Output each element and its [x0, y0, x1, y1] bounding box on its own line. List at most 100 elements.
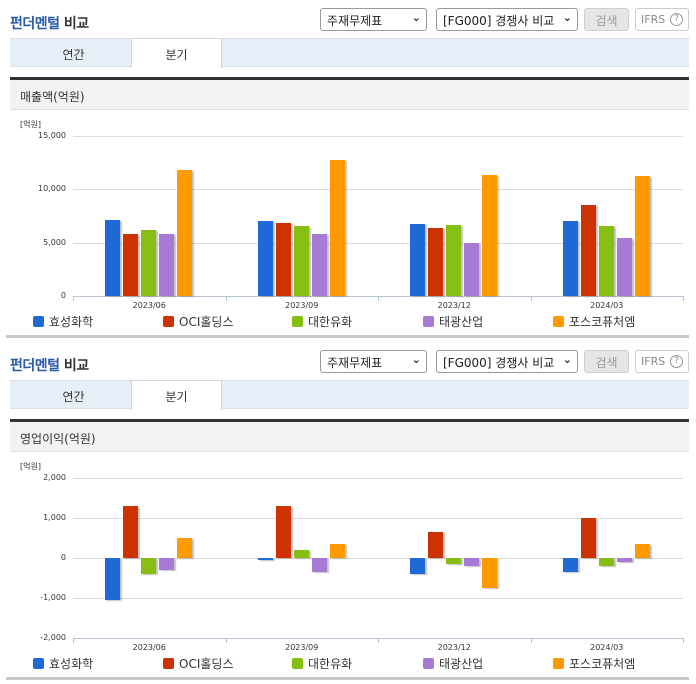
- legend-item-taekwang[interactable]: 태광산업: [423, 313, 483, 330]
- group-select[interactable]: [FG000] 경쟁사 비교 ⌄: [436, 8, 578, 31]
- bar-taekwang: [159, 558, 175, 570]
- bar-oci: [580, 518, 596, 558]
- bar-daehan: [598, 225, 614, 296]
- bar-hyosung: [105, 220, 121, 296]
- bar-hyosung: [562, 558, 578, 572]
- legend-label: 포스코퓨처엠: [569, 315, 636, 329]
- group-select[interactable]: [FG000] 경쟁사 비교 ⌄: [436, 350, 578, 373]
- divider: [10, 77, 689, 80]
- y-tick-label: 5,000: [43, 237, 66, 247]
- bar-taekwang: [616, 558, 632, 562]
- fundamental-panel-operating-profit: 펀더멘털 비교 주재무제표 ⌄ [FG000] 경쟁사 비교 ⌄ 검색 IFRS? …: [0, 342, 696, 684]
- tab-quarterly[interactable]: 분기: [131, 38, 222, 68]
- fundamental-panel-revenue: 펀더멘털 비교 주재무제표 ⌄ [FG000] 경쟁사 비교 ⌄ 검색 IFRS? …: [0, 0, 696, 340]
- bar-taekwang: [616, 237, 632, 296]
- x-tick-label: 2023/06: [132, 643, 166, 652]
- chart-legend: 효성화학 OCI홀딩스 대한유화 태광산업 포스코퓨처엠: [0, 655, 696, 671]
- tab-annual[interactable]: 연간: [62, 48, 85, 62]
- legend-item-posco[interactable]: 포스코퓨처엠: [553, 313, 635, 330]
- bar-daehan: [446, 558, 462, 564]
- panel-title: 펀더멘털 비교: [10, 16, 89, 32]
- legend-label: 효성화학: [49, 315, 94, 329]
- bar-posco: [177, 170, 193, 296]
- y-tick-label: 0: [60, 291, 66, 300]
- legend-item-daehan[interactable]: 대한유화: [292, 313, 352, 330]
- legend-item-posco[interactable]: 포스코퓨처엠: [553, 655, 635, 672]
- chevron-down-icon: ⌄: [411, 353, 421, 366]
- legend-label: 대한유화: [308, 315, 353, 329]
- legend-swatch-icon: [292, 316, 303, 327]
- legend-item-oci[interactable]: OCI홀딩스: [163, 655, 233, 672]
- bar-taekwang: [311, 558, 327, 572]
- bar-oci: [428, 532, 444, 558]
- legend-item-daehan[interactable]: 대한유화: [292, 655, 352, 672]
- chart-legend: 효성화학 OCI홀딩스 대한유화 태광산업 포스코퓨처엠: [0, 313, 696, 329]
- legend-swatch-icon: [553, 316, 564, 327]
- x-tick: [530, 638, 532, 643]
- legend-swatch-icon: [292, 658, 303, 669]
- bar-posco: [329, 544, 345, 558]
- bar-posco: [329, 160, 345, 296]
- legend-item-hyosung[interactable]: 효성화학: [33, 313, 93, 330]
- ifrs-button[interactable]: IFRS?: [635, 350, 689, 373]
- y-tick-label: 0: [60, 553, 66, 562]
- legend-swatch-icon: [423, 658, 434, 669]
- y-tick-label: -1,000: [40, 593, 66, 602]
- bar-taekwang: [464, 242, 480, 296]
- period-tabs: 연간 분기: [10, 38, 689, 68]
- x-tick-label: 2024/03: [590, 301, 624, 310]
- bar-oci: [123, 234, 139, 296]
- x-tick-label: 2023/09: [285, 643, 319, 652]
- bar-taekwang: [159, 234, 175, 296]
- section-separator: [6, 677, 689, 680]
- legend-swatch-icon: [33, 658, 44, 669]
- bar-oci: [580, 204, 596, 296]
- bar-hyosung: [105, 558, 121, 600]
- search-button[interactable]: 검색: [584, 350, 629, 373]
- ifrs-button[interactable]: IFRS?: [635, 8, 689, 31]
- bar-oci: [123, 506, 139, 558]
- legend-swatch-icon: [33, 316, 44, 327]
- statement-select[interactable]: 주재무제표 ⌄: [320, 350, 427, 373]
- legend-item-hyosung[interactable]: 효성화학: [33, 655, 93, 672]
- bar-hyosung: [257, 221, 273, 296]
- bar-hyosung: [410, 224, 426, 296]
- search-button[interactable]: 검색: [584, 8, 629, 31]
- metric-label: 매출액(억원): [10, 80, 689, 110]
- legend-item-taekwang[interactable]: 태광산업: [423, 655, 483, 672]
- y-axis-unit: [억원]: [20, 120, 41, 129]
- x-tick: [225, 296, 227, 301]
- help-icon[interactable]: ?: [670, 13, 683, 26]
- legend-label: OCI홀딩스: [179, 657, 234, 671]
- bar-hyosung: [562, 220, 578, 296]
- tab-quarterly[interactable]: 분기: [131, 380, 222, 410]
- x-tick-label: 2023/12: [437, 643, 471, 652]
- bar-posco: [482, 558, 498, 588]
- legend-item-oci[interactable]: OCI홀딩스: [163, 313, 233, 330]
- x-tick: [683, 638, 684, 643]
- x-tick-label: 2023/06: [132, 301, 166, 310]
- bar-posco: [634, 176, 650, 296]
- bar-daehan: [141, 229, 157, 296]
- y-tick-label: 1,000: [43, 513, 66, 522]
- panel-header: 펀더멘털 비교 주재무제표 ⌄ [FG000] 경쟁사 비교 ⌄ 검색 IFRS?: [0, 0, 696, 38]
- bar-hyosung: [410, 558, 426, 574]
- x-tick: [225, 638, 227, 643]
- bar-hyosung: [257, 558, 273, 560]
- x-tick-label: 2023/09: [285, 301, 319, 310]
- bar-oci: [428, 227, 444, 296]
- divider: [10, 419, 689, 422]
- y-tick-label: 10,000: [38, 184, 66, 194]
- x-tick-label: 2024/03: [590, 643, 624, 652]
- gridline: [73, 478, 683, 479]
- help-icon[interactable]: ?: [670, 355, 683, 368]
- chevron-down-icon: ⌄: [411, 11, 421, 24]
- bar-daehan: [293, 550, 309, 558]
- tab-annual[interactable]: 연간: [62, 390, 85, 404]
- y-tick-label: 2,000: [43, 473, 66, 482]
- x-tick-label: 2023/12: [437, 301, 471, 310]
- statement-select[interactable]: 주재무제표 ⌄: [320, 8, 427, 31]
- legend-swatch-icon: [553, 658, 564, 669]
- bar-posco: [482, 174, 498, 296]
- period-tabs: 연간 분기: [10, 380, 689, 410]
